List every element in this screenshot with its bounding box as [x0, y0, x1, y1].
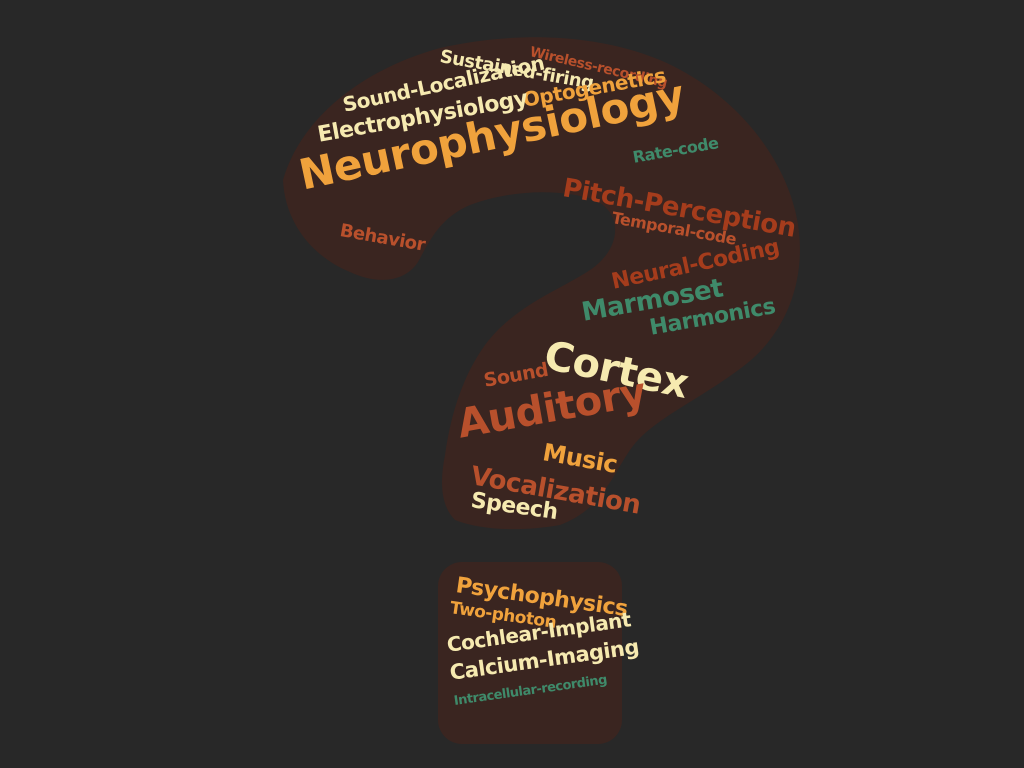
question-mark-dot	[438, 562, 622, 744]
question-mark-hook	[283, 37, 800, 530]
